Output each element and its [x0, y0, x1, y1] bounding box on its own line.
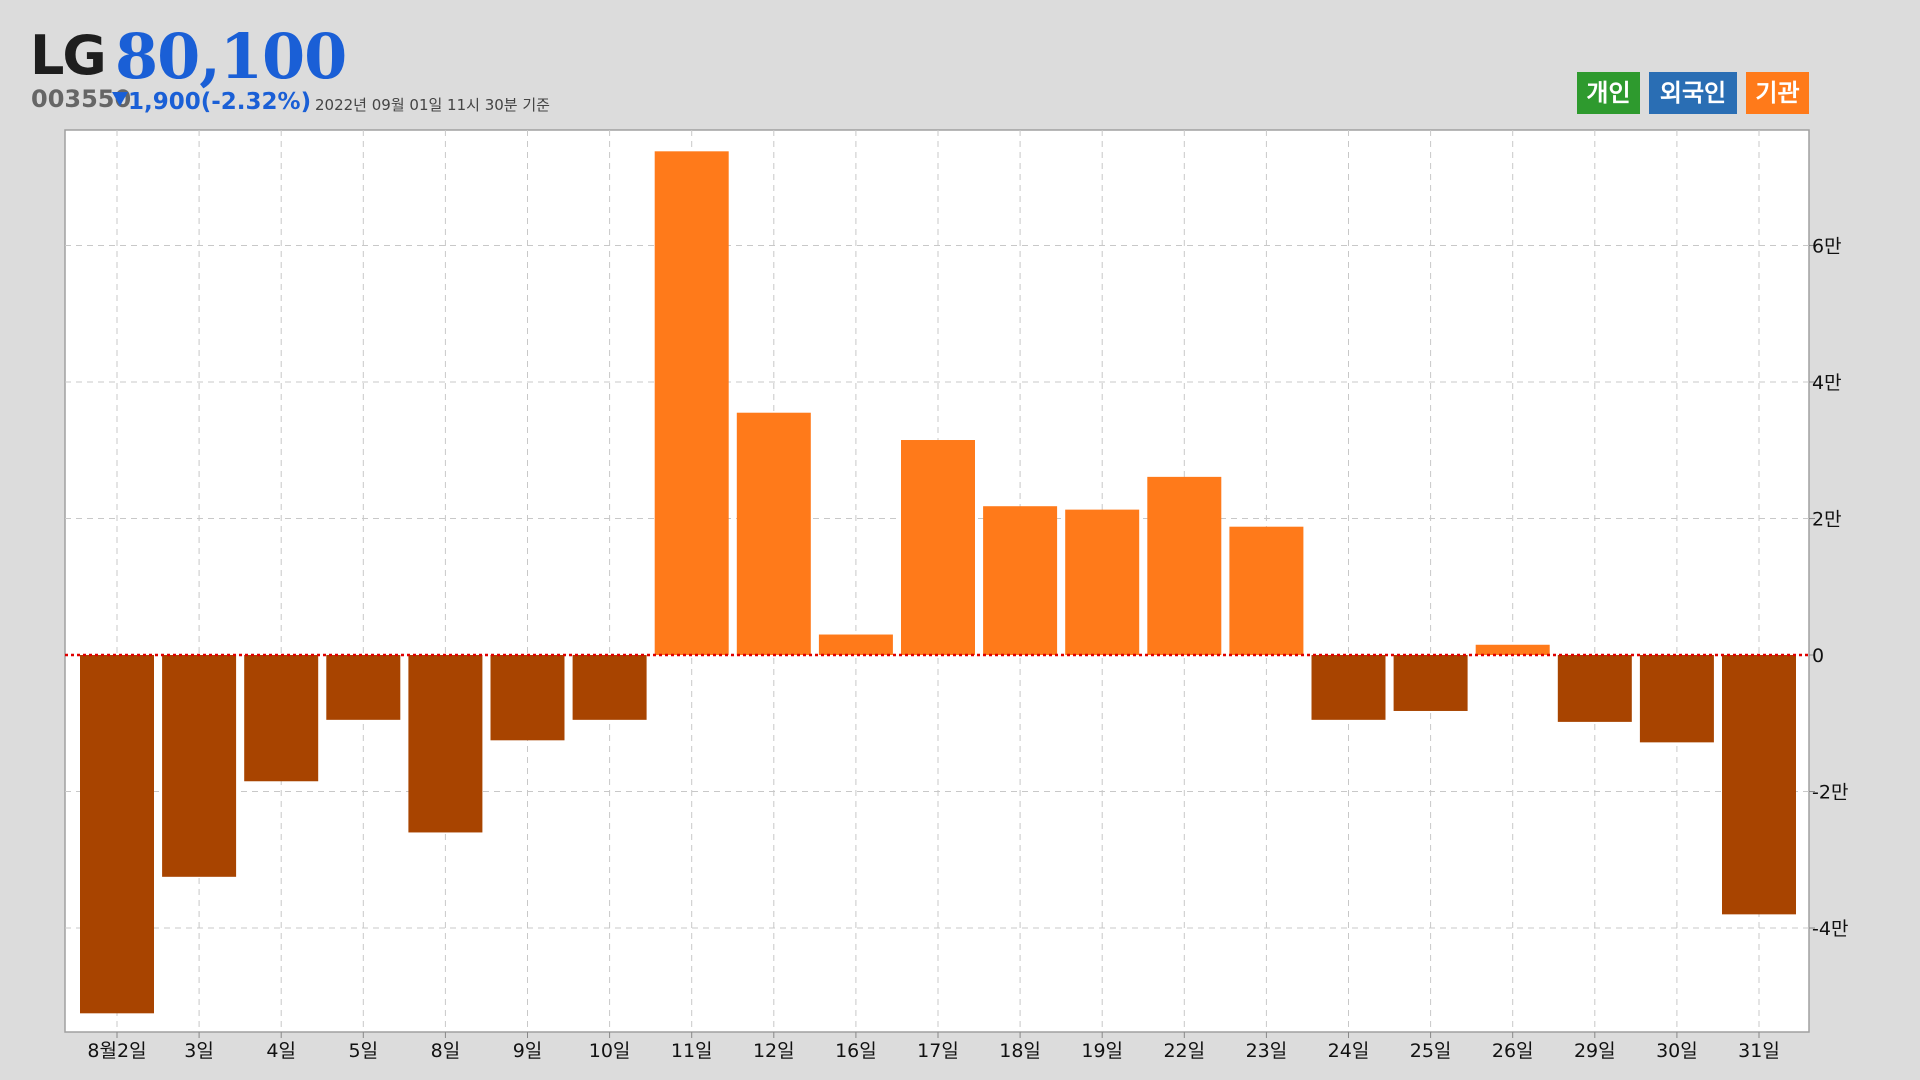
- bar-18일[interactable]: [983, 506, 1058, 655]
- x-tick-label: 23일: [1246, 1040, 1288, 1062]
- stock-name: LG: [30, 24, 107, 87]
- bar-9일[interactable]: [490, 655, 565, 741]
- bar-5일[interactable]: [326, 655, 401, 720]
- x-tick-label: 25일: [1410, 1040, 1452, 1062]
- x-tick-label: 18일: [999, 1040, 1041, 1062]
- x-tick-label: 19일: [1081, 1040, 1123, 1062]
- x-tick-label: 9일: [513, 1040, 543, 1062]
- bar-11일[interactable]: [654, 151, 729, 655]
- x-tick-label: 5일: [349, 1040, 379, 1062]
- x-tick-label: 4일: [266, 1040, 296, 1062]
- bar-30일[interactable]: [1639, 655, 1714, 743]
- bar-16일[interactable]: [818, 634, 893, 655]
- x-tick-label: 17일: [917, 1040, 959, 1062]
- x-tick-label: 30일: [1656, 1040, 1698, 1062]
- x-tick-label: 26일: [1492, 1040, 1534, 1062]
- x-tick-label: 3일: [184, 1040, 214, 1062]
- bar-29일[interactable]: [1557, 655, 1632, 722]
- x-tick-label: 11일: [671, 1040, 713, 1062]
- bar-26일[interactable]: [1475, 644, 1550, 655]
- y-tick-label: 0: [1812, 645, 1824, 667]
- bar-8일[interactable]: [408, 655, 483, 833]
- bar-17일[interactable]: [901, 440, 975, 655]
- y-tick-label: 6만: [1812, 236, 1842, 258]
- bar-31일[interactable]: [1722, 655, 1796, 915]
- x-tick-label: 8일: [431, 1040, 461, 1062]
- x-tick-label: 16일: [835, 1040, 877, 1062]
- axes: -4만 -2만 0 2만 4만 6만 8월2일 3일 4일 5일 8일 9일 10일 11일 12일 16일 1…: [65, 236, 1848, 1062]
- bar-22일[interactable]: [1147, 476, 1222, 655]
- bar-25일[interactable]: [1393, 655, 1468, 711]
- x-tick-label: 24일: [1328, 1040, 1370, 1062]
- legend-individual-button[interactable]: 개인: [1577, 72, 1640, 114]
- y-tick-label: 4만: [1812, 372, 1842, 394]
- x-tick-label: 12일: [753, 1040, 795, 1062]
- bar-10일[interactable]: [572, 655, 647, 720]
- bars: [80, 151, 1796, 1014]
- timestamp: 2022년 09월 01일 11시 30분 기준: [315, 96, 550, 114]
- x-tick-label: 22일: [1163, 1040, 1205, 1062]
- bar-3일[interactable]: [162, 655, 237, 877]
- legend-foreign-button[interactable]: 외국인: [1649, 72, 1737, 114]
- bar-23일[interactable]: [1229, 526, 1304, 655]
- y-tick-label: 2만: [1812, 509, 1842, 531]
- stock-price: 80,100: [115, 20, 347, 93]
- bar-12일[interactable]: [736, 412, 811, 655]
- bar-19일[interactable]: [1065, 509, 1140, 655]
- down-arrow-icon: [112, 92, 128, 106]
- x-tick-label: 29일: [1574, 1040, 1616, 1062]
- bar-8월2일[interactable]: [80, 655, 154, 1014]
- x-tick-label: 10일: [589, 1040, 631, 1062]
- bar-4일[interactable]: [244, 655, 319, 782]
- legend-institution-button[interactable]: 기관: [1746, 72, 1809, 114]
- x-tick-label: 8월2일: [87, 1040, 146, 1062]
- stock-header: LG 80,100 003550 1,900(-2.32%) 2022년 09월…: [0, 0, 1920, 125]
- y-tick-label: -2만: [1812, 782, 1848, 804]
- x-tick-label: 31일: [1738, 1040, 1780, 1062]
- y-tick-label: -4만: [1812, 918, 1848, 940]
- bar-24일[interactable]: [1311, 655, 1386, 720]
- price-change: 1,900(-2.32%): [128, 89, 312, 115]
